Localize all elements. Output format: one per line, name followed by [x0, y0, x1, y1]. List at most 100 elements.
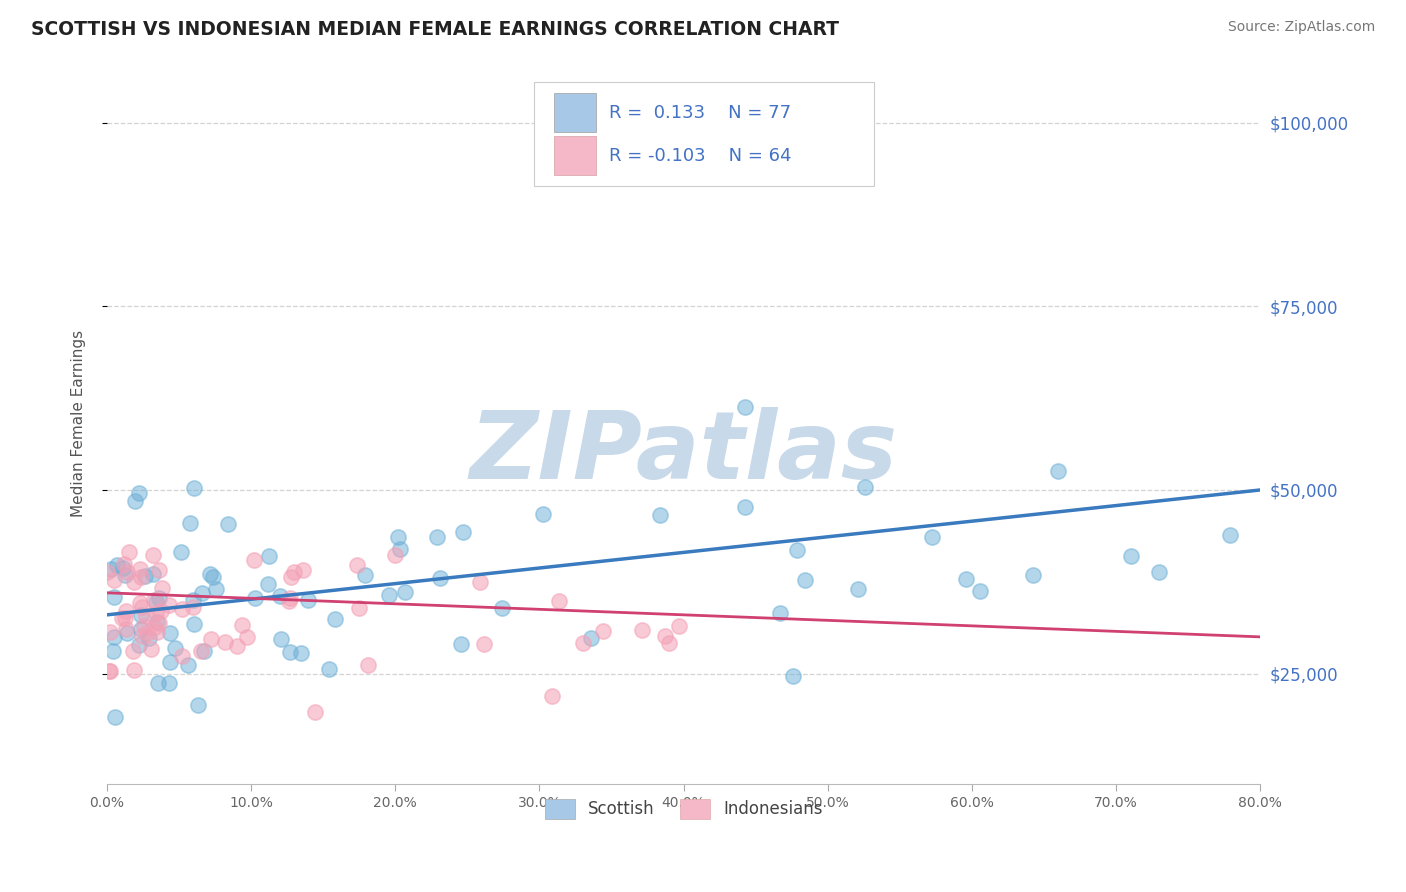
- Point: [394, 585, 416, 599]
- Point: [149, 604, 172, 618]
- Point: [592, 624, 614, 638]
- Point: [388, 542, 411, 557]
- Point: [170, 602, 193, 616]
- Point: [110, 611, 132, 625]
- Point: [183, 617, 205, 632]
- Point: [257, 577, 280, 591]
- Point: [346, 558, 368, 572]
- Point: [426, 530, 449, 544]
- Point: [318, 662, 340, 676]
- Point: [114, 568, 136, 582]
- Point: [145, 606, 167, 620]
- Point: [143, 593, 166, 607]
- Point: [105, 558, 128, 573]
- Point: [146, 615, 169, 630]
- Point: [135, 608, 157, 623]
- Point: [270, 632, 292, 647]
- Point: [579, 631, 602, 645]
- Point: [387, 530, 409, 544]
- Point: [853, 480, 876, 494]
- Text: R =  0.133    N = 77: R = 0.133 N = 77: [609, 103, 790, 122]
- Point: [148, 563, 170, 577]
- Point: [114, 558, 136, 572]
- Point: [243, 591, 266, 605]
- Point: [103, 590, 125, 604]
- Point: [170, 545, 193, 559]
- Point: [1219, 528, 1241, 542]
- Point: [191, 586, 214, 600]
- Point: [103, 631, 125, 645]
- Point: [290, 646, 312, 660]
- Point: [141, 641, 163, 656]
- Point: [131, 599, 153, 614]
- Point: [128, 596, 150, 610]
- Point: [122, 574, 145, 589]
- Point: [150, 581, 173, 595]
- Point: [98, 625, 121, 640]
- Point: [181, 592, 204, 607]
- Point: [353, 567, 375, 582]
- Point: [128, 638, 150, 652]
- Point: [121, 644, 143, 658]
- Point: [128, 562, 150, 576]
- Point: [782, 669, 804, 683]
- Point: [134, 619, 156, 633]
- Point: [142, 549, 165, 563]
- Point: [131, 629, 153, 643]
- Point: [205, 582, 228, 596]
- Point: [451, 524, 474, 539]
- Y-axis label: Median Female Earnings: Median Female Earnings: [72, 330, 86, 517]
- Legend: Scottish, Indonesians: Scottish, Indonesians: [538, 792, 830, 826]
- Point: [1119, 549, 1142, 563]
- Point: [384, 548, 406, 562]
- Point: [159, 626, 181, 640]
- Text: R = -0.103    N = 64: R = -0.103 N = 64: [609, 146, 792, 165]
- Point: [668, 619, 690, 633]
- Text: ZIPatlas: ZIPatlas: [470, 407, 897, 499]
- Point: [115, 604, 138, 618]
- Point: [157, 599, 180, 613]
- Point: [183, 481, 205, 495]
- Point: [658, 636, 681, 650]
- Point: [183, 599, 205, 614]
- Point: [143, 620, 166, 634]
- Point: [630, 623, 652, 637]
- Point: [198, 566, 221, 581]
- Point: [135, 626, 157, 640]
- Point: [921, 530, 943, 544]
- Point: [450, 637, 472, 651]
- Point: [278, 645, 301, 659]
- Point: [114, 610, 136, 624]
- Point: [1147, 565, 1170, 579]
- Point: [297, 593, 319, 607]
- Point: [277, 594, 299, 608]
- Point: [190, 644, 212, 658]
- Point: [292, 563, 315, 577]
- Point: [129, 622, 152, 636]
- Point: [280, 570, 302, 584]
- Point: [200, 632, 222, 646]
- Point: [145, 595, 167, 609]
- Text: SCOTTISH VS INDONESIAN MEDIAN FEMALE EARNINGS CORRELATION CHART: SCOTTISH VS INDONESIAN MEDIAN FEMALE EAR…: [31, 20, 839, 38]
- Point: [148, 616, 170, 631]
- Point: [236, 630, 259, 644]
- Point: [134, 568, 156, 582]
- Point: [734, 500, 756, 514]
- Point: [357, 657, 380, 672]
- Point: [98, 665, 121, 679]
- Point: [323, 611, 346, 625]
- Point: [129, 607, 152, 622]
- Point: [187, 698, 209, 713]
- Point: [654, 629, 676, 643]
- Point: [257, 549, 280, 563]
- Point: [848, 582, 870, 597]
- Point: [378, 588, 401, 602]
- Point: [131, 570, 153, 584]
- Point: [231, 618, 253, 632]
- Point: [969, 583, 991, 598]
- Point: [769, 606, 792, 620]
- Point: [491, 601, 513, 615]
- Point: [101, 644, 124, 658]
- Point: [217, 517, 239, 532]
- Point: [470, 574, 492, 589]
